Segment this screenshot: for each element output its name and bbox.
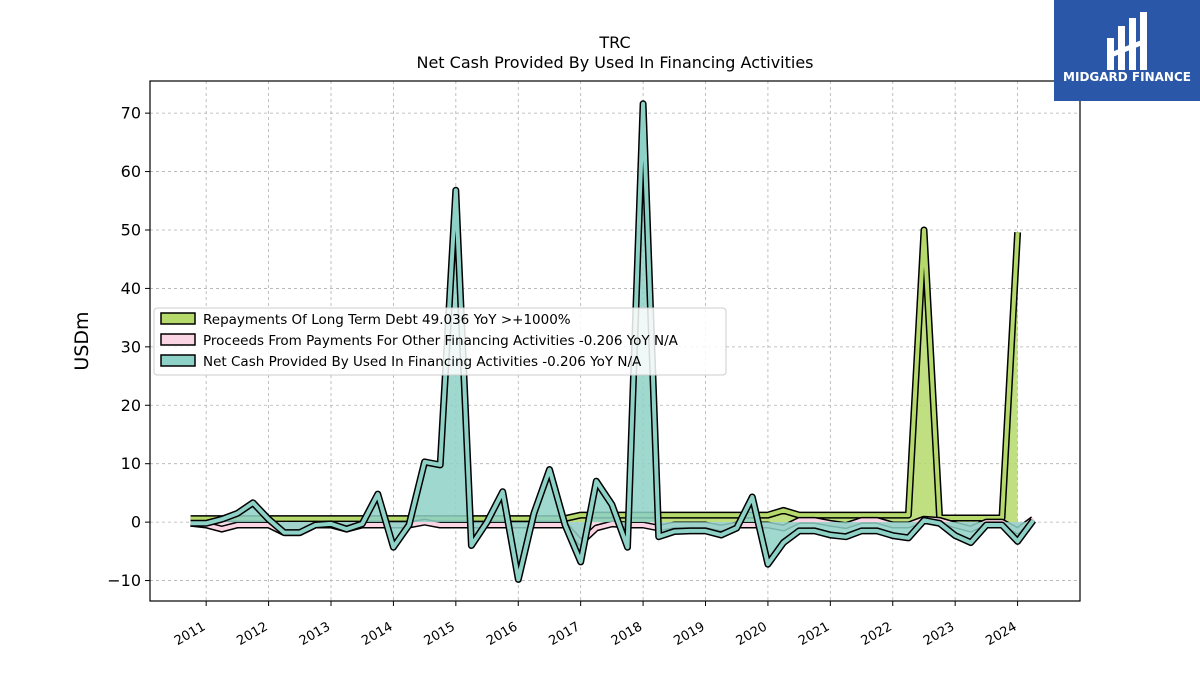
legend-label-net-cash: Net Cash Provided By Used In Financing A…	[203, 354, 642, 370]
legend-swatch-net-cash	[160, 354, 196, 367]
logo-mark-icon	[1107, 12, 1147, 70]
series	[190, 100, 1037, 583]
y-tick-label: 0	[131, 513, 141, 532]
y-tick-label: −10	[107, 571, 141, 590]
y-tick-label: 70	[121, 104, 141, 123]
y-tick-label: 50	[121, 220, 141, 239]
series-net-cash	[190, 100, 1037, 583]
legend-label-repayments: Repayments Of Long Term Debt 49.036 YoY …	[203, 312, 571, 328]
chart-subtitle: Net Cash Provided By Used In Financing A…	[416, 53, 813, 72]
chart-title: TRC	[598, 33, 630, 52]
series-net-cash-line	[190, 101, 1035, 582]
y-tick-label: 30	[121, 337, 141, 356]
logo-text: MIDGARD FINANCE	[1063, 70, 1191, 84]
y-axis-ticks: −10 0 10 20 30 40 50 60 70	[107, 104, 150, 590]
legend: Repayments Of Long Term Debt 49.036 YoY …	[153, 307, 727, 376]
legend-swatch-proceeds	[160, 333, 196, 346]
y-tick-label: 10	[121, 454, 141, 473]
legend-label-proceeds: Proceeds From Payments For Other Financi…	[203, 333, 679, 349]
legend-swatch-repayments	[160, 312, 196, 325]
y-tick-label: 60	[121, 162, 141, 181]
legend-box	[153, 307, 727, 376]
logo: MIDGARD FINANCE	[1054, 0, 1200, 101]
y-tick-label: 40	[121, 279, 141, 298]
y-tick-label: 20	[121, 396, 141, 415]
plot-frame	[149, 80, 1081, 602]
y-axis-label: USDm	[71, 311, 93, 370]
